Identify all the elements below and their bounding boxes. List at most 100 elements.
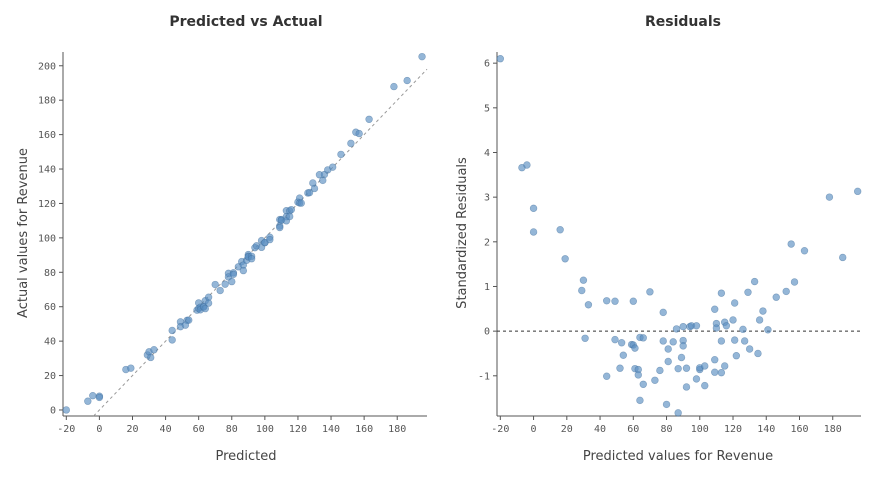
data-point xyxy=(390,82,398,91)
data-point xyxy=(146,353,155,362)
data-point xyxy=(84,397,92,405)
data-point xyxy=(745,345,754,353)
x-tick-label: 20 xyxy=(126,424,138,435)
data-point xyxy=(89,391,97,400)
data-point xyxy=(717,337,726,345)
x-tick-label: 160 xyxy=(790,424,808,435)
data-point xyxy=(62,406,71,414)
data-point xyxy=(639,334,647,342)
x-tick-label: -20 xyxy=(491,424,509,435)
data-point xyxy=(616,364,624,372)
data-point xyxy=(168,336,176,344)
data-point xyxy=(787,240,795,248)
data-point xyxy=(403,76,411,85)
y-tick-label: 60 xyxy=(44,302,56,313)
residuals-chart: Residuals Predicted values for Revenue S… xyxy=(455,14,862,464)
y-tick-label: 0 xyxy=(50,405,56,416)
data-point xyxy=(740,337,749,345)
data-point xyxy=(523,161,531,169)
data-point xyxy=(662,400,671,409)
data-point xyxy=(839,253,847,262)
data-point xyxy=(581,334,589,342)
data-point xyxy=(529,204,538,213)
data-point xyxy=(229,270,238,279)
y-tick-label: 20 xyxy=(44,371,56,382)
x-tick-label: 120 xyxy=(724,424,742,435)
data-point xyxy=(239,266,248,275)
data-point xyxy=(418,52,426,61)
x-tick-label: 40 xyxy=(160,424,172,435)
x-tick-label: 0 xyxy=(531,424,537,435)
data-point xyxy=(701,381,709,390)
data-point xyxy=(347,139,355,148)
data-point xyxy=(221,280,229,288)
data-point xyxy=(228,277,236,286)
data-point xyxy=(168,326,176,335)
data-point xyxy=(730,336,739,344)
y-tick-label: 120 xyxy=(38,199,56,210)
data-point xyxy=(496,54,505,63)
data-point xyxy=(755,316,764,324)
x-tick-label: 160 xyxy=(355,424,373,435)
data-point xyxy=(602,372,611,380)
data-point xyxy=(631,344,639,352)
y-tick-label: 1 xyxy=(484,282,490,293)
data-point xyxy=(790,278,799,286)
data-point xyxy=(712,324,721,332)
data-point xyxy=(297,199,305,207)
data-point xyxy=(732,352,741,360)
data-point xyxy=(825,193,834,201)
data-point xyxy=(701,362,709,370)
data-point xyxy=(772,293,780,301)
x-tick-label: 100 xyxy=(691,424,709,435)
y-axis-label: Actual values for Revenue xyxy=(16,148,31,318)
data-point xyxy=(692,322,701,330)
data-point xyxy=(722,322,731,330)
data-point xyxy=(634,371,642,379)
y-tick-label: 160 xyxy=(38,130,56,141)
y-tick-label: 5 xyxy=(484,103,490,114)
data-point xyxy=(711,368,719,376)
data-point xyxy=(611,335,619,344)
data-point xyxy=(529,228,538,236)
data-point xyxy=(782,287,790,296)
data-point xyxy=(682,383,691,391)
y-tick-label: 6 xyxy=(484,59,490,70)
y-axis-label: Standardized Residuals xyxy=(455,157,470,309)
data-point xyxy=(305,188,314,197)
data-point xyxy=(95,393,104,402)
x-tick-label: -20 xyxy=(57,424,75,435)
data-point xyxy=(584,301,593,309)
x-tick-label: 180 xyxy=(388,424,406,435)
x-tick-label: 80 xyxy=(661,424,673,435)
data-point xyxy=(659,308,667,317)
y-tick-label: 0 xyxy=(484,327,490,338)
data-point xyxy=(721,362,729,370)
data-point xyxy=(739,325,747,334)
x-tick-label: 60 xyxy=(627,424,639,435)
y-tick-label: -1 xyxy=(478,371,490,382)
data-point xyxy=(730,299,739,307)
data-point xyxy=(764,326,772,334)
data-point xyxy=(853,187,862,196)
x-tick-label: 80 xyxy=(226,424,238,435)
data-point xyxy=(744,288,752,296)
data-point xyxy=(310,184,319,193)
data-point xyxy=(602,297,611,305)
data-point xyxy=(617,339,626,347)
y-tick-label: 180 xyxy=(38,96,56,107)
data-point xyxy=(561,255,569,263)
data-point xyxy=(664,345,672,353)
data-point xyxy=(679,322,687,331)
data-point xyxy=(578,286,586,295)
data-point xyxy=(355,129,363,138)
data-point xyxy=(636,396,644,405)
data-point xyxy=(692,375,701,383)
data-point xyxy=(656,366,664,375)
data-point xyxy=(579,276,588,284)
data-point xyxy=(247,254,256,263)
data-point xyxy=(669,338,677,346)
data-point xyxy=(556,226,564,234)
data-point xyxy=(639,380,647,388)
